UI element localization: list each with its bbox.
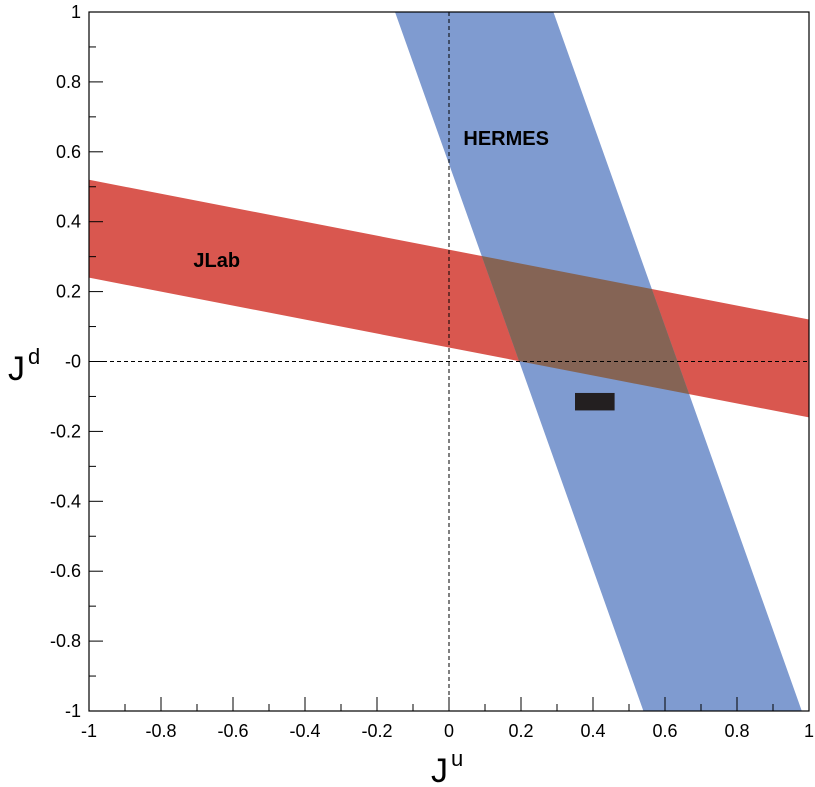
x-tick-label: 0.6: [652, 721, 677, 741]
y-tick-label: 0.2: [56, 282, 81, 302]
y-axis-title-main: J: [8, 350, 25, 388]
x-tick-label: -1: [81, 721, 97, 741]
y-tick-label: -0.2: [50, 421, 81, 441]
x-tick-label: 0.4: [580, 721, 605, 741]
y-tick-labels: -1 -0.8 -0.6 -0.4 -0.2 -0 0.2 0.4 0.6 0.8 1: [50, 2, 81, 721]
reference-lines: [89, 12, 809, 711]
x-tick-label: 1: [804, 721, 814, 741]
y-tick-label: 1: [71, 2, 81, 22]
y-tick-label: -0.8: [50, 631, 81, 651]
marker-layer: [575, 392, 615, 411]
x-axis-title-superscript: u: [451, 746, 463, 771]
hermes-label: HERMES: [463, 128, 549, 150]
y-tick-label: 0.6: [56, 142, 81, 162]
x-tick-label: 0.8: [724, 721, 749, 741]
band-labels: JLab HERMES: [193, 128, 549, 272]
result-marker: [575, 392, 615, 411]
y-tick-label: -0.4: [50, 491, 81, 511]
y-axis-title-superscript: d: [28, 344, 40, 369]
x-tick-label: -0.6: [217, 721, 248, 741]
y-tick-label: -1: [65, 701, 81, 721]
ticks: [88, 11, 810, 712]
y-tick-label: -0.6: [50, 561, 81, 581]
y-tick-label: 0.4: [56, 212, 81, 232]
x-tick-label: -0.8: [145, 721, 176, 741]
x-tick-label: 0: [444, 721, 454, 741]
x-tick-label: -0.2: [361, 721, 392, 741]
y-tick-label: -0: [65, 352, 81, 372]
x-tick-labels: -1 -0.8 -0.6 -0.4 -0.2 0 0.2 0.4 0.6 0.8 1: [81, 721, 814, 741]
jlab-label: JLab: [193, 250, 240, 272]
x-tick-label: 0.2: [508, 721, 533, 741]
bands-layer: [89, 12, 809, 711]
x-tick-label: -0.4: [289, 721, 320, 741]
y-tick-label: 0.8: [56, 72, 81, 92]
x-axis-title-main: J: [431, 752, 448, 787]
